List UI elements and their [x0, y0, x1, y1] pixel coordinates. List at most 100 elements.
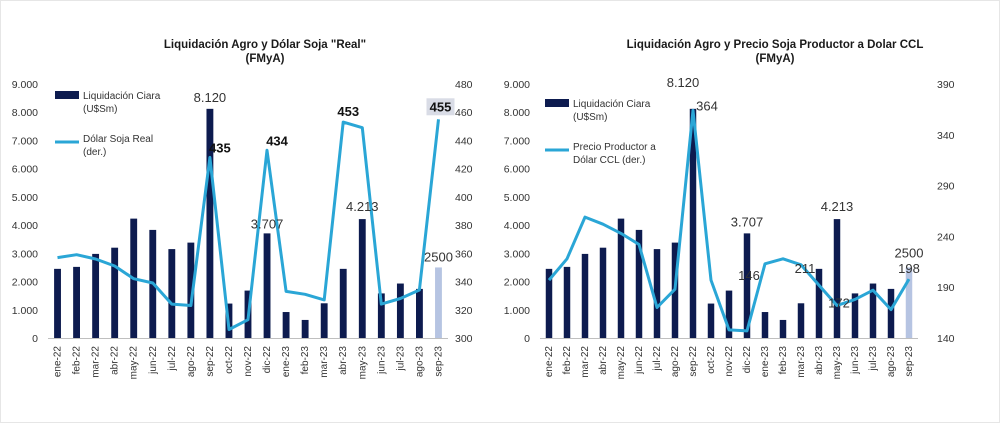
chart-right-xtick: nov-22	[724, 346, 735, 377]
chart-left-ytick-left: 9.000	[12, 79, 38, 91]
chart-right-ytick-left: 1.000	[504, 305, 530, 317]
chart-right-xtick: ago-23	[886, 346, 897, 378]
chart-left-xtick: abr-23	[338, 346, 349, 375]
chart-right-ytick-left: 4.000	[504, 220, 530, 232]
chart-right-data-label: 3.707	[731, 214, 764, 229]
chart-right-bar	[545, 268, 553, 338]
chart-right-bar	[689, 108, 697, 338]
chart-right-svg: Liquidación Agro y Precio Soja Productor…	[504, 39, 955, 379]
chart-left-xtick: may-22	[129, 346, 140, 380]
chart-left-xtick: abr-22	[110, 346, 121, 375]
chart-right-bar	[635, 229, 643, 338]
chart-left-bar	[54, 268, 61, 338]
chart-right-xtick: abr-22	[598, 346, 609, 375]
chart-left-ytick-right: 320	[455, 305, 473, 317]
chart-right-ytick-right: 340	[937, 130, 955, 142]
chart-right-bar	[707, 303, 715, 338]
chart-right-xtick: sep-22	[688, 346, 699, 377]
chart-left-ytick-right: 300	[455, 333, 473, 345]
chart-left-ytick-right: 400	[455, 192, 473, 204]
chart-right-bar	[599, 247, 607, 338]
chart-right-xtick: oct-22	[706, 346, 717, 374]
chart-right-xtick: feb-22	[562, 346, 573, 375]
chart-left-ytick-left: 5.000	[12, 192, 38, 204]
chart-left-xtick: ene-22	[53, 346, 64, 378]
chart-right-data-label: 4.213	[821, 199, 854, 214]
chart-left-bar	[187, 242, 195, 338]
chart-left-xtick: jun-22	[148, 346, 159, 375]
chart-right-bar	[869, 283, 877, 338]
chart-left-xtick: nov-22	[243, 346, 254, 377]
chart-right-ytick-right: 240	[937, 231, 955, 243]
chart-left-bar	[377, 293, 385, 338]
chart-left-title: Liquidación Agro y Dólar Soja "Real"	[164, 39, 366, 51]
chart-left-xtick: may-23	[357, 346, 368, 380]
chart-left-data-label: 2500	[424, 249, 453, 264]
chart-left-bar	[92, 253, 100, 338]
chart-left-xtick: feb-22	[72, 346, 83, 375]
chart-right-ytick-left: 5.000	[504, 192, 530, 204]
chart-right-bar	[851, 293, 859, 338]
chart-left-xtick: oct-22	[224, 346, 235, 374]
chart-right-bar	[653, 249, 661, 338]
chart-right-bar	[563, 266, 571, 338]
chart-left-xtick: jul-23	[395, 346, 406, 372]
chart-right-xtick: dic-22	[742, 346, 753, 374]
chart-left-legend-bar-label: Liquidación Ciara	[83, 91, 161, 102]
chart-right-xtick: ago-22	[670, 346, 681, 378]
chart-right-xtick: jun-23	[850, 346, 861, 375]
chart-left-bar	[111, 247, 119, 338]
chart-right-data-label: 172	[828, 295, 850, 310]
chart-right-xtick: abr-23	[814, 346, 825, 375]
chart-left-bar	[416, 288, 423, 338]
chart-left-ytick-right: 360	[455, 248, 473, 260]
chart-left-data-label: 3.707	[251, 216, 284, 231]
chart-right-bar	[833, 219, 841, 338]
chart-right-bar	[815, 268, 823, 338]
chart-left-bar	[358, 219, 366, 338]
chart-left-bar	[73, 266, 80, 338]
chart-left-xtick: mar-23	[319, 346, 330, 378]
chart-left-data-label: 435	[209, 140, 231, 155]
chart-left-legend-bar-swatch	[55, 91, 79, 99]
chart-left-xtick: ene-23	[281, 346, 292, 378]
chart-right: Liquidación Agro y Precio Soja Productor…	[500, 0, 1000, 423]
chart-right-bar	[725, 290, 733, 338]
chart-right-line-series	[547, 108, 911, 333]
chart-left: Liquidación Agro y Dólar Soja "Real" (FMy…	[12, 39, 473, 380]
chart-left-bar	[263, 233, 271, 338]
chart-left-xtick: jun-23	[376, 346, 387, 375]
chart-left-xtick: ago-23	[414, 346, 425, 378]
chart-right-xtick: feb-23	[778, 346, 789, 375]
chart-right-data-label: 211	[795, 261, 816, 276]
chart-left-bar	[301, 319, 309, 338]
chart-left-bar	[320, 303, 328, 338]
chart-left-line-series	[57, 119, 440, 331]
chart-left-data-label: 434	[266, 133, 288, 148]
chart-left-ytick-right: 460	[455, 107, 473, 119]
chart-left-data-label: 455	[430, 99, 452, 114]
chart-right-legend-line-unit: Dólar CCL (der.)	[573, 155, 645, 166]
chart-left-data-label: 4.213	[346, 199, 379, 214]
chart-right-ytick-left: 7.000	[504, 135, 530, 147]
chart-left-ytick-left: 1.000	[12, 305, 38, 317]
chart-right-legend-bar-unit: (U$Sm)	[573, 112, 607, 123]
chart-left-bar	[168, 249, 176, 338]
chart-right-data-label: 364	[696, 98, 718, 113]
chart-left-data-label: 8.120	[194, 90, 227, 105]
chart-left-data-label-box	[426, 98, 455, 116]
chart-right-ytick-left: 3.000	[504, 248, 530, 260]
chart-right-data-label: 146	[738, 268, 760, 283]
chart-right-ytick-right: 290	[937, 181, 955, 193]
chart-left-legend-line-unit: (der.)	[83, 147, 106, 158]
chart-right-bar	[779, 319, 787, 338]
chart-right-xtick: jul-22	[652, 346, 663, 372]
chart-left-bar	[435, 267, 442, 338]
chart-right-legend-bar-swatch	[545, 99, 569, 107]
chart-right-bar	[887, 288, 895, 338]
chart-right-ytick-left: 6.000	[504, 164, 530, 176]
chart-left-xtick: dic-22	[262, 346, 273, 374]
chart-left-bar	[339, 268, 347, 338]
chart-right-ytick-left: 0	[524, 333, 530, 345]
chart-left-ytick-left: 3.000	[12, 248, 38, 260]
